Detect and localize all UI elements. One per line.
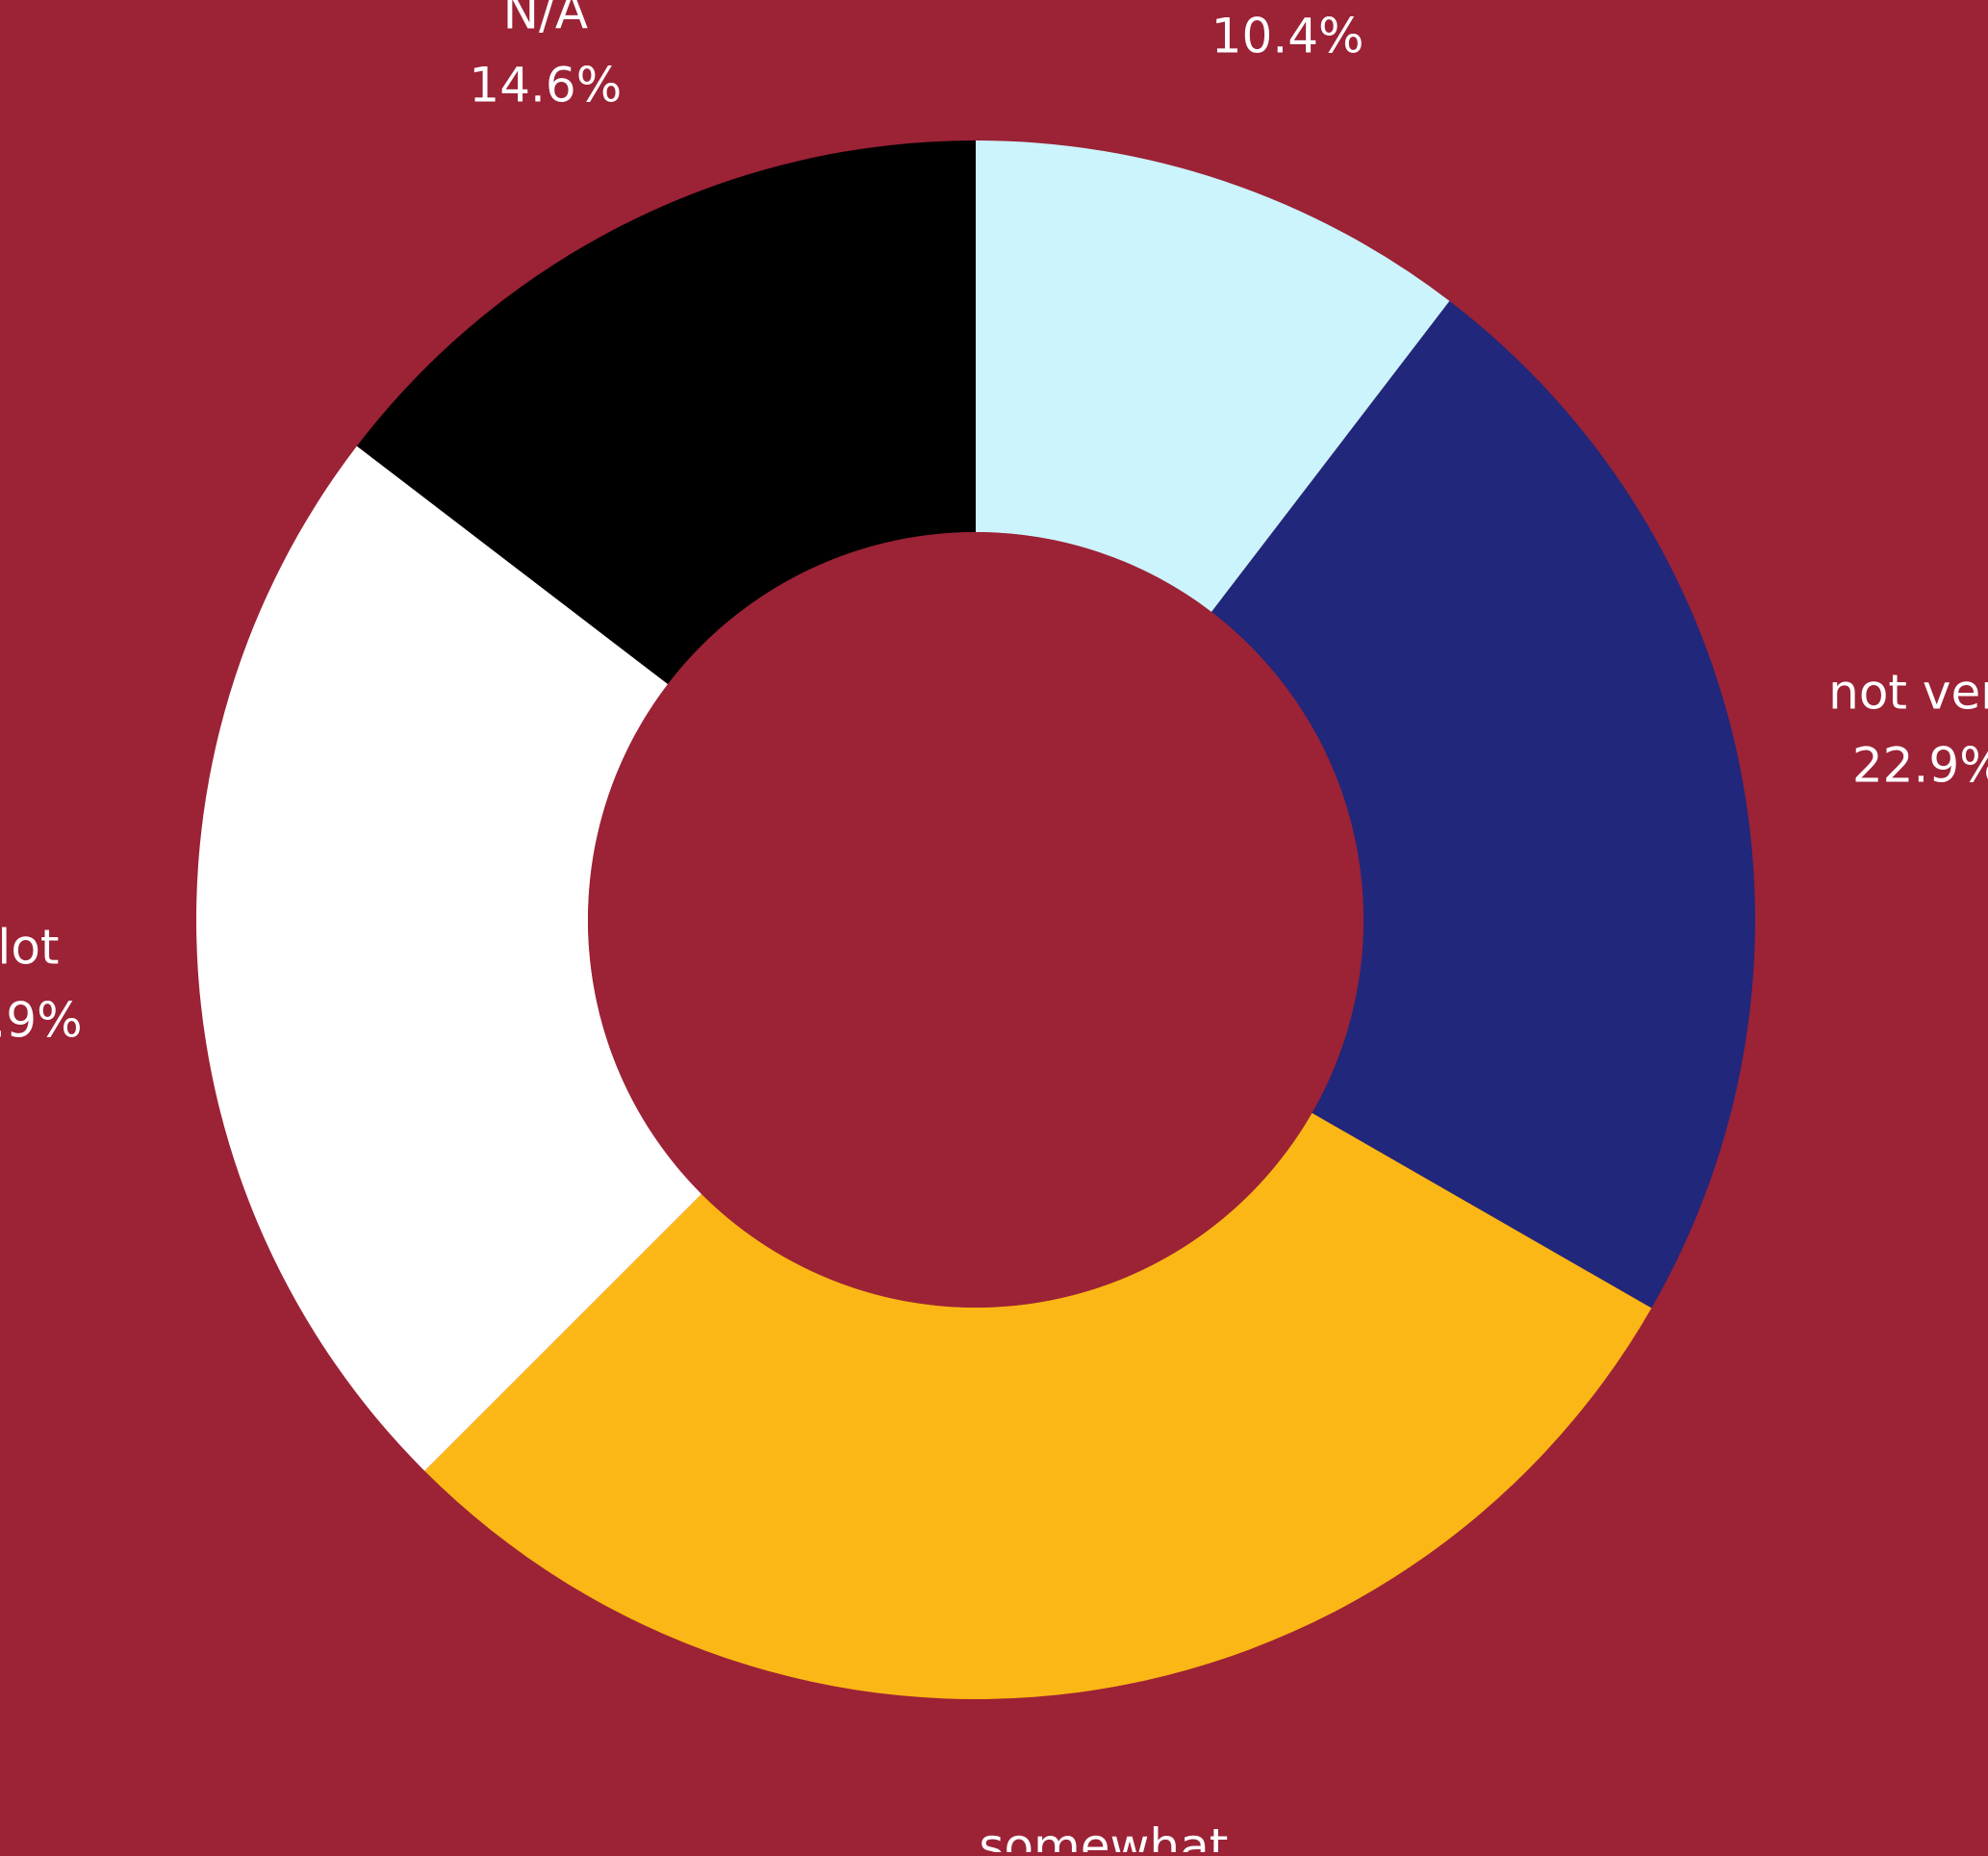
slice-value-label: 14.6%: [469, 57, 622, 113]
slice-somewhat: [424, 1112, 1652, 1700]
slice-label-group-a-lot: a lot 22.9%: [0, 920, 83, 1049]
slice-value-label: 22.9%: [1852, 737, 1988, 793]
slice-category-label: not very: [1828, 664, 1988, 720]
slices-layer: [195, 140, 1756, 1700]
slice-category-label: a lot: [0, 920, 60, 976]
slice-not-very: [1211, 300, 1756, 1309]
slice-a-lot: [195, 445, 702, 1471]
slice-value-label: 22.9%: [0, 993, 83, 1049]
slice-category-label: N/A: [503, 0, 588, 39]
slice-label-group-n-a: N/A 14.6%: [469, 0, 622, 113]
slice-label-group-not-very: not very 22.9%: [1828, 664, 1988, 793]
slice-label-group-somewhat: somewhat29.2%: [979, 1818, 1228, 1856]
slice-not-at-all: [976, 140, 1450, 613]
slice-category-label: somewhat: [979, 1818, 1228, 1852]
slice-label-group-not-at-all: not at all10.4%: [1211, 8, 1364, 64]
slice-n-a: [356, 140, 976, 685]
donut-hole: [588, 532, 1364, 1308]
slice-value-label: 10.4%: [1211, 8, 1364, 64]
